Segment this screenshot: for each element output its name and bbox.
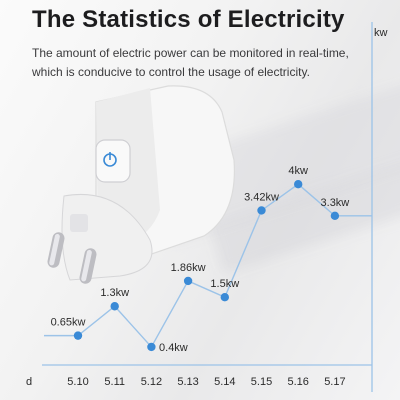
power-icon	[103, 152, 117, 167]
data-label: 3.42kw	[244, 191, 279, 203]
plug-pin	[47, 232, 65, 268]
data-point	[220, 293, 229, 302]
x-tick-label: 5.10	[67, 376, 88, 388]
x-tick-label: 5.14	[214, 376, 235, 388]
data-point	[110, 302, 119, 311]
y-axis-label: kw	[374, 27, 388, 39]
data-label: 1.86kw	[171, 262, 206, 274]
x-tick-label: 5.15	[251, 376, 272, 388]
x-tick-label: 5.11	[104, 376, 125, 388]
data-label: 3.3kw	[321, 197, 350, 209]
description-line: The amount of electric power can be moni…	[32, 46, 349, 60]
plug-pin	[79, 248, 97, 284]
data-label: 1.3kw	[100, 287, 129, 299]
data-label: 4kw	[288, 165, 308, 177]
description: The amount of electric power can be moni…	[32, 44, 352, 82]
data-point	[257, 206, 266, 215]
x-tick-label: 5.17	[324, 376, 345, 388]
data-point	[183, 276, 193, 286]
x-axis-label: d	[26, 376, 32, 388]
data-point	[147, 342, 156, 352]
smart-plug-image	[47, 85, 236, 284]
data-point	[294, 180, 303, 189]
series-line	[44, 183, 372, 349]
data-point	[73, 331, 83, 340]
x-tick-label: 5.16	[287, 376, 308, 388]
data-label: 0.4kw	[159, 342, 188, 354]
data-label: 0.65kw	[51, 317, 86, 329]
data-label: 1.5kw	[210, 278, 239, 290]
description-line: which is conducive to control the usage …	[32, 65, 310, 79]
x-tick-label: 5.13	[177, 376, 198, 388]
x-tick-label: 5.12	[141, 376, 162, 388]
page-title: The Statistics of Electricity	[32, 6, 345, 33]
data-point	[330, 211, 340, 221]
